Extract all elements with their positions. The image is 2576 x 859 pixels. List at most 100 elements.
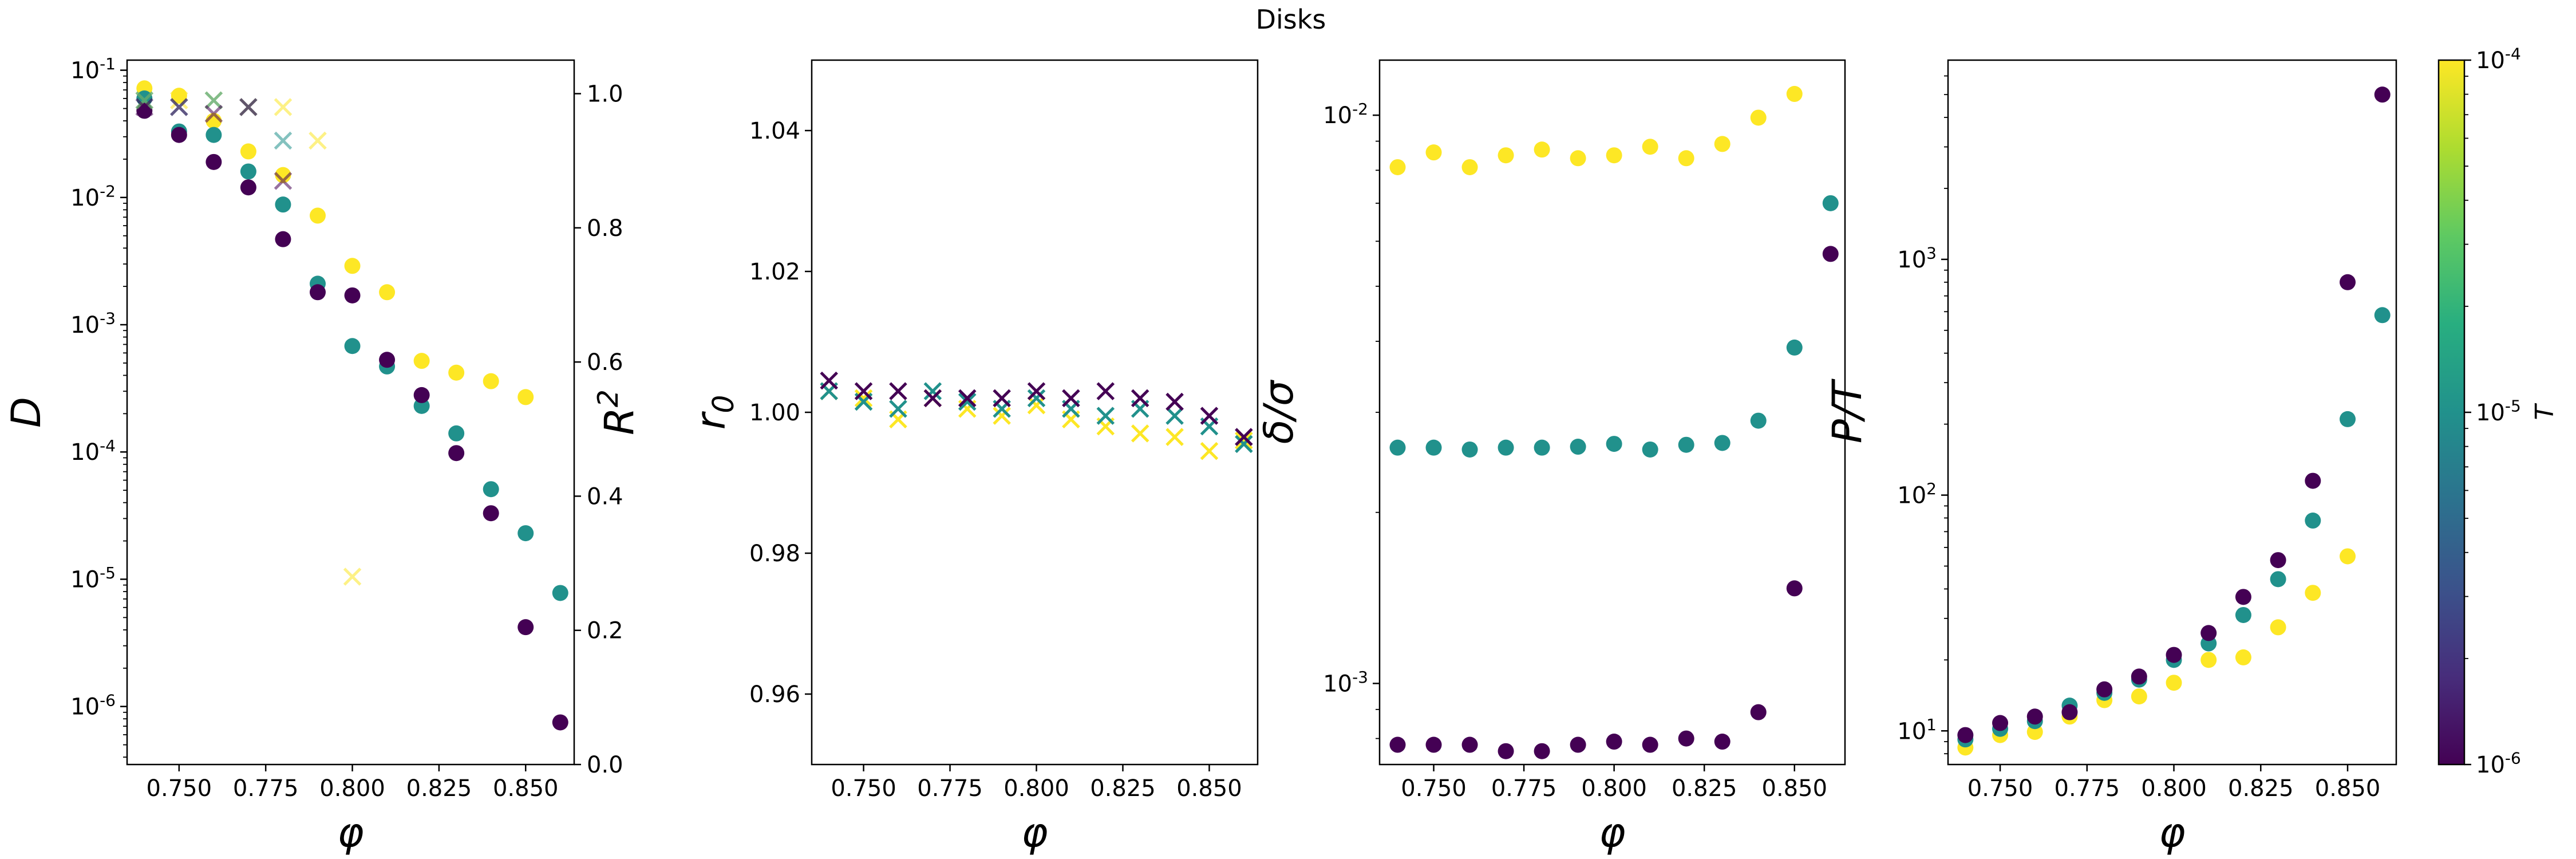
data-point xyxy=(1606,436,1622,452)
data-point xyxy=(1235,431,1253,450)
data-point xyxy=(413,387,430,403)
data-point xyxy=(2374,307,2391,324)
data-point xyxy=(206,127,222,143)
x-tick-label: 0.825 xyxy=(2228,775,2294,802)
colorbar: 10-6 10-5 10-4 T xyxy=(2437,45,2559,778)
data-point xyxy=(1425,144,1442,161)
data-point xyxy=(958,389,977,408)
series-1-crosses xyxy=(820,382,1253,460)
data-point xyxy=(1678,730,1694,747)
y-tick-label: 0.98 xyxy=(749,541,800,567)
data-point xyxy=(483,505,499,522)
data-point xyxy=(204,91,223,110)
marker-stroke xyxy=(923,389,942,408)
y2-axis-label: R2 xyxy=(592,389,643,435)
x-tick-label: 0.850 xyxy=(493,775,559,802)
data-point xyxy=(239,98,258,116)
data-point xyxy=(240,143,256,160)
data-point xyxy=(2200,652,2217,668)
data-point xyxy=(2270,571,2286,588)
data-point xyxy=(448,445,465,462)
marker-stroke xyxy=(204,104,223,123)
series-3-crosses xyxy=(820,371,1253,446)
data-point xyxy=(1389,159,1406,175)
data-point xyxy=(2235,649,2251,665)
data-point xyxy=(820,371,838,390)
marker-stroke xyxy=(1027,396,1046,415)
data-point xyxy=(204,104,223,123)
data-point xyxy=(1642,139,1658,155)
data-point xyxy=(135,98,154,116)
data-point xyxy=(1165,407,1184,425)
data-point xyxy=(206,153,222,170)
data-point xyxy=(135,91,154,110)
data-point xyxy=(1822,195,1839,211)
marker-stroke xyxy=(1027,382,1046,400)
colorbar-tick-label: 10-4 xyxy=(2476,45,2521,74)
data-point xyxy=(923,389,942,408)
marker-stroke xyxy=(1200,407,1219,425)
data-point xyxy=(1498,439,1514,456)
data-point xyxy=(1786,339,1803,356)
data-point xyxy=(1165,392,1184,411)
data-point xyxy=(993,389,1011,408)
data-point xyxy=(1678,436,1694,453)
data-point xyxy=(1678,150,1694,167)
data-point xyxy=(240,179,256,196)
colorbar-gradient xyxy=(2439,60,2464,765)
data-point xyxy=(1461,441,1478,458)
data-point xyxy=(1096,407,1115,425)
marker-stroke xyxy=(135,91,154,110)
axes-layer: 0.750 0.775 0.800 0.825 0.850 10-6 10-5 10-4 10-… xyxy=(3,54,2397,856)
series-1-dots xyxy=(136,80,534,405)
marker-stroke xyxy=(923,382,942,400)
marker-stroke xyxy=(170,91,188,110)
series-2-crosses xyxy=(820,382,1253,454)
y-tick-label: 10-1 xyxy=(70,54,116,84)
data-point xyxy=(2340,274,2356,290)
data-point xyxy=(483,373,499,389)
data-point xyxy=(275,196,291,213)
colorbar-tick-label: 10-6 xyxy=(2476,749,2521,778)
data-point xyxy=(1642,441,1658,458)
data-point xyxy=(1200,442,1219,460)
data-point xyxy=(993,407,1011,425)
marker-stroke xyxy=(1235,428,1253,446)
plot-frame xyxy=(1947,59,2397,766)
y-tick-label: 10-2 xyxy=(1323,100,1368,129)
data-point xyxy=(517,619,534,636)
marker-stroke xyxy=(820,371,838,390)
data-point xyxy=(2305,513,2321,529)
marker-stroke xyxy=(343,568,362,586)
data-point xyxy=(1606,734,1622,750)
data-point xyxy=(1606,147,1622,164)
data-point xyxy=(2340,411,2356,427)
y-tick-label: 10-5 xyxy=(70,564,116,593)
data-point xyxy=(1786,86,1803,103)
y-axis-label: P/T xyxy=(1824,378,1871,443)
y2-tick-label: 1.0 xyxy=(587,81,623,108)
data-point xyxy=(1498,743,1514,759)
data-point xyxy=(1534,743,1550,759)
series-3-dots xyxy=(136,103,568,731)
series-2-dots xyxy=(1389,195,1839,458)
y-tick-label: 103 xyxy=(1897,244,1937,273)
series-2-dots xyxy=(136,90,568,601)
data-point xyxy=(240,163,256,180)
x-axis-label: φ xyxy=(1021,809,1048,856)
subplot-2: 0.750 0.775 0.800 0.825 0.850 0.96 0.98 1.00 1.0… xyxy=(688,59,1259,856)
y2-tick-label: 0.6 xyxy=(587,349,623,376)
data-point xyxy=(344,338,361,354)
data-point xyxy=(1096,382,1115,400)
marker-stroke xyxy=(1235,431,1253,450)
data-point xyxy=(2166,647,2182,663)
marker-stroke xyxy=(170,98,188,116)
data-point xyxy=(1786,580,1803,597)
y2-tick-label: 0.0 xyxy=(587,752,623,778)
data-point xyxy=(1131,424,1149,443)
plot-frame xyxy=(1378,59,1846,766)
marker-stroke xyxy=(1131,424,1149,443)
data-point xyxy=(344,287,361,304)
x-axis-label: φ xyxy=(1599,809,1625,856)
